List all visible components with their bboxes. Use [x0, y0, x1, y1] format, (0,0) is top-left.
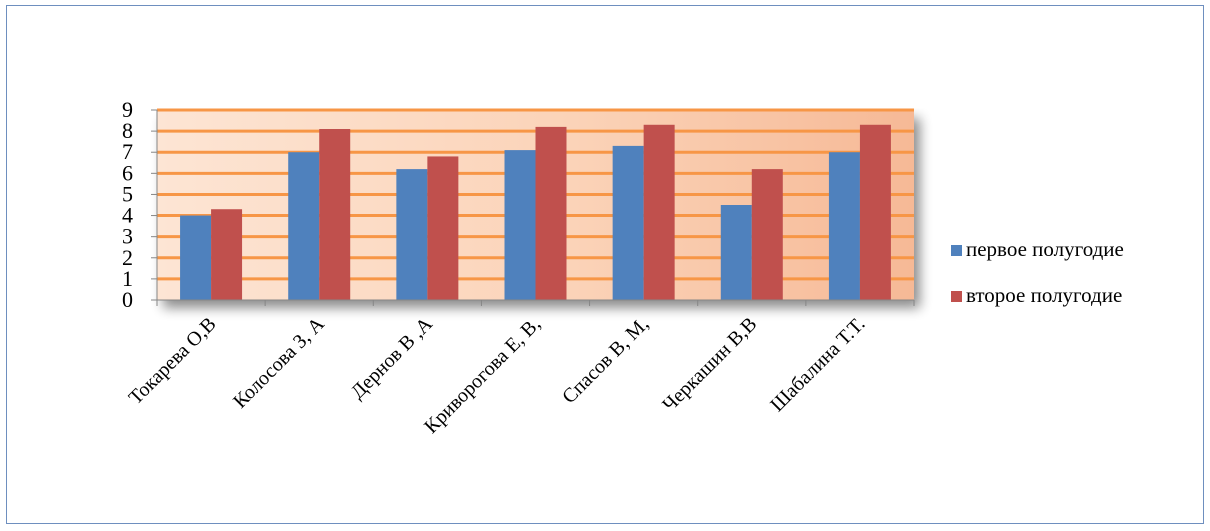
bar	[751, 169, 783, 300]
bar	[427, 156, 459, 300]
legend-item: второе полугодие	[951, 283, 1122, 307]
bar	[180, 215, 212, 300]
y-tick-label: 1	[122, 266, 133, 291]
legend-label: второе полугодие	[966, 283, 1122, 307]
bar	[504, 150, 536, 300]
legend-swatch	[951, 291, 962, 302]
bar	[319, 129, 351, 300]
bar	[396, 169, 428, 300]
bar	[535, 126, 567, 300]
axes	[151, 109, 915, 306]
x-tick-label: Дернов В ,А	[347, 313, 438, 404]
x-tick-label: Криворогова Е, В,	[420, 313, 545, 438]
bar	[643, 124, 675, 301]
y-tick-label: 5	[122, 181, 133, 206]
x-tick-label: Токарева О,В	[125, 313, 221, 409]
legend: первое полугодие второе полугодие	[951, 237, 1124, 307]
y-tick-label: 2	[122, 245, 133, 270]
bar	[288, 152, 320, 300]
y-tick-label: 7	[122, 139, 133, 164]
x-tick-label: Колосова З, А	[229, 313, 329, 413]
y-tick-label: 3	[122, 224, 133, 249]
bar	[859, 124, 891, 301]
legend-label: первое полугодие	[966, 237, 1124, 261]
bar	[828, 152, 860, 300]
legend-swatch	[951, 245, 962, 256]
x-tick-label: Черкашин В,В	[658, 313, 761, 416]
y-tick-label: 6	[122, 160, 133, 185]
legend-item: первое полугодие	[951, 237, 1124, 261]
x-tick-label: Шабалина Т.Т.	[766, 313, 869, 416]
y-tick-label: 4	[122, 203, 133, 228]
bar	[211, 209, 243, 300]
bar	[612, 145, 644, 300]
x-tick-labels: Токарева О,В Колосова З, А Дернов В ,АКрив…	[125, 313, 870, 438]
bars	[180, 124, 891, 301]
bar	[720, 205, 752, 300]
x-tick-label: Спасов В, М,	[558, 313, 653, 408]
y-tick-label: 8	[122, 118, 133, 143]
y-tick-label: 9	[122, 97, 133, 122]
y-tick-label: 0	[122, 287, 133, 312]
